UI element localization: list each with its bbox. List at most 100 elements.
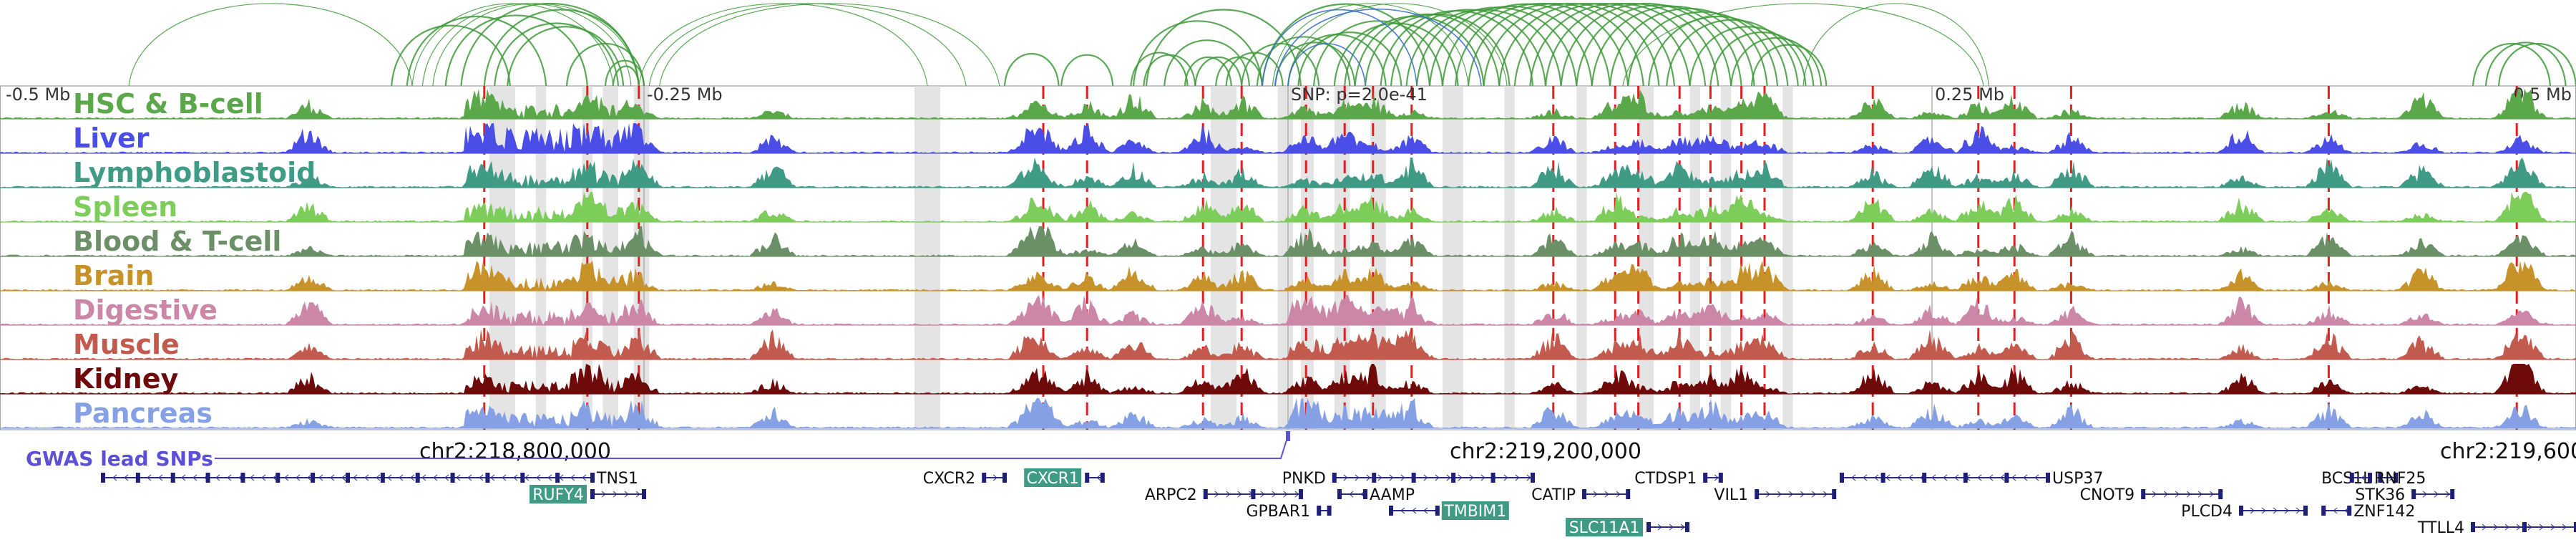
gene-exon xyxy=(2046,473,2050,483)
loop-arc-40 xyxy=(1428,5,1593,87)
gene-vil1: VIL1 xyxy=(1714,486,1837,504)
gene-chevron xyxy=(1788,491,1794,498)
gene-chevron xyxy=(1469,474,1474,481)
loop-arc-51 xyxy=(1591,5,1755,87)
gene-exon xyxy=(1251,489,1256,499)
loop-arc-15 xyxy=(648,3,967,87)
shade-band-15 xyxy=(1689,86,1700,430)
loop-arc-44 xyxy=(1483,3,1660,87)
gene-label-1: RUFY4 xyxy=(532,486,583,504)
gene-label-15: PLCD4 xyxy=(2181,503,2233,521)
gene-exon xyxy=(311,473,316,483)
gene-chevron xyxy=(992,474,998,481)
gene-chevron xyxy=(1885,474,1890,481)
gene-chevron xyxy=(353,474,358,481)
gene-exon xyxy=(2347,506,2352,516)
gene-chevron xyxy=(1593,491,1598,498)
gene-exon xyxy=(1317,506,1322,516)
track-signal-1 xyxy=(0,123,2576,153)
track-label-9: Pancreas xyxy=(73,397,213,429)
gene-label-17: RNF25 xyxy=(2374,470,2426,488)
gene-chevron xyxy=(2197,491,2203,498)
gene-chevron xyxy=(433,474,438,481)
gene-label-13: USP37 xyxy=(2052,470,2103,488)
loop-arc-63 xyxy=(1132,20,1264,87)
gene-chevron xyxy=(318,474,323,481)
gene-exon xyxy=(346,473,350,483)
gene-chevron xyxy=(467,474,472,481)
gene-chevron xyxy=(1294,491,1299,498)
gene-chevron xyxy=(1714,474,1719,481)
loop-arc-19 xyxy=(1130,52,1189,87)
coordinate-label-0: chr2:218,800,000 xyxy=(419,439,611,464)
gene-chevron xyxy=(2023,474,2028,481)
gene-chevron xyxy=(2550,524,2555,531)
loop-arc-32 xyxy=(1333,22,1459,87)
loop-arc-48 xyxy=(1544,3,1719,87)
track-label-4: Blood & T-cell xyxy=(73,226,281,257)
loop-arc-37 xyxy=(1390,9,1547,87)
shade-band-17 xyxy=(1782,86,1793,430)
gene-chevron xyxy=(250,474,255,481)
gene-exon xyxy=(1299,489,1303,499)
gene-exon xyxy=(2141,489,2146,499)
gene-chevron xyxy=(490,474,495,481)
gene-exon xyxy=(2368,473,2372,483)
loop-arc-54 xyxy=(1647,16,1789,87)
gene-chevron xyxy=(1423,507,1428,514)
gene-chevron xyxy=(1943,474,1948,481)
gene-highlight-box-1 xyxy=(530,485,587,503)
shade-band-7 xyxy=(1277,86,1294,430)
gene-exon xyxy=(2471,522,2475,532)
loop-arc-4 xyxy=(432,3,640,87)
gene-cxcr2: CXCR2 xyxy=(923,470,1007,488)
gene-label-11: CTDSP1 xyxy=(1634,470,1697,488)
gene-chevron xyxy=(1765,491,1771,498)
gene-exon xyxy=(1491,473,1496,483)
gene-chevron xyxy=(1811,491,1817,498)
offset-tick-label-0: -0.5 Mb xyxy=(6,85,70,105)
gene-chevron xyxy=(2445,491,2451,498)
gene-pnkd: PNKD xyxy=(1282,470,1535,488)
gene-ttll4: TTLL4 xyxy=(2417,519,2576,537)
gene-chevron xyxy=(1515,474,1520,481)
loop-arc-23 xyxy=(1194,57,1243,87)
gene-label-0: TNS1 xyxy=(596,470,638,488)
gene-chevron xyxy=(1226,491,1231,498)
track-label-0: HSC & B-cell xyxy=(73,88,263,120)
gene-chevron xyxy=(1343,474,1348,481)
track-signal-0 xyxy=(0,89,2576,119)
gene-chevron xyxy=(1669,524,1674,531)
gene-chevron xyxy=(2186,491,2192,498)
blue-loop-arc-2 xyxy=(1274,8,1482,87)
gene-exon xyxy=(1922,473,1927,483)
gene-chevron xyxy=(2482,524,2487,531)
gene-exon xyxy=(1332,473,1337,483)
gene-chevron xyxy=(1931,474,1936,481)
gene-chevron xyxy=(1423,474,1428,481)
gene-chevron xyxy=(1412,507,1417,514)
loop-arc-16 xyxy=(659,3,1000,87)
gene-chevron xyxy=(1366,474,1371,481)
shade-band-5 xyxy=(914,86,940,430)
gene-aamp: AAMP xyxy=(1337,486,1415,504)
gene-slc11a1: SLC11A1 xyxy=(1566,518,1689,537)
gene-exon xyxy=(2303,506,2308,516)
loop-arc-33 xyxy=(1344,16,1485,87)
gene-exon xyxy=(1451,473,1456,483)
loop-arc-62 xyxy=(1287,3,1508,87)
loop-arc-12 xyxy=(612,65,640,87)
gene-znf142: ZNF142 xyxy=(2321,503,2415,521)
loop-arc-13 xyxy=(128,3,413,87)
gene-exon xyxy=(642,489,646,499)
gene-cxcr1: CXCR1 xyxy=(1024,468,1105,488)
gene-chevron xyxy=(536,474,541,481)
shade-band-11 xyxy=(1443,86,1463,430)
gene-chevron xyxy=(2011,474,2016,481)
track-label-5: Brain xyxy=(73,260,154,291)
gene-exon xyxy=(1646,522,1651,532)
gene-chevron xyxy=(1657,524,1662,531)
gwas-lead-snp-marker xyxy=(1286,431,1290,441)
gene-exon xyxy=(1203,489,1208,499)
credible-snp-shading xyxy=(483,86,2518,430)
